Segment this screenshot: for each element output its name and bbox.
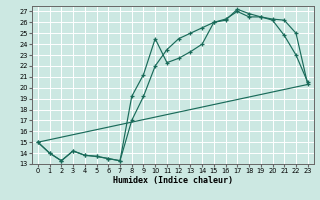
X-axis label: Humidex (Indice chaleur): Humidex (Indice chaleur) (113, 176, 233, 185)
